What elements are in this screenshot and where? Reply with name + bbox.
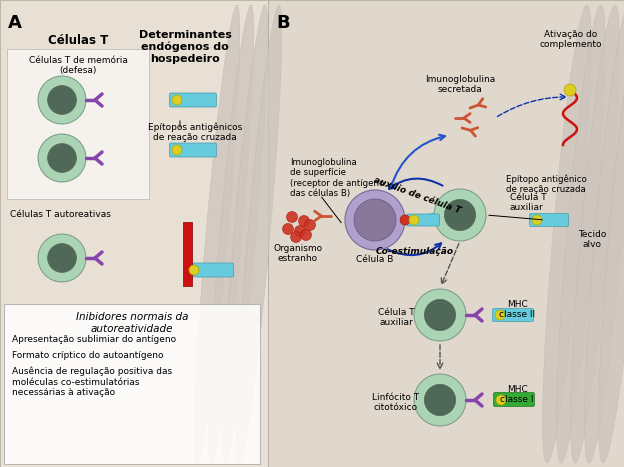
- Circle shape: [38, 134, 86, 182]
- Circle shape: [189, 265, 199, 275]
- Circle shape: [345, 190, 405, 250]
- Circle shape: [354, 199, 396, 241]
- Text: B: B: [276, 14, 290, 32]
- Text: Células T de memória
(defesa): Células T de memória (defesa): [29, 56, 127, 75]
- Circle shape: [47, 85, 76, 114]
- FancyBboxPatch shape: [7, 49, 149, 199]
- Text: MHC
classe I: MHC classe I: [500, 385, 534, 404]
- Text: Célula T
auxiliar: Célula T auxiliar: [510, 193, 547, 212]
- Circle shape: [424, 299, 456, 331]
- Circle shape: [532, 215, 542, 225]
- Text: Células T autoreativas: Células T autoreativas: [10, 210, 111, 219]
- Ellipse shape: [208, 5, 254, 463]
- Circle shape: [414, 289, 466, 341]
- Text: Epítopos antigênicos
de reação cruzada: Epítopos antigênicos de reação cruzada: [148, 122, 242, 142]
- Circle shape: [424, 384, 456, 416]
- Text: Ausência de regulação positiva das
moléculas co-estimulatórias
necessárias à ati: Ausência de regulação positiva das moléc…: [12, 367, 172, 397]
- Text: Célula B: Célula B: [356, 255, 394, 264]
- Text: Apresentação sublimiar do antígeno: Apresentação sublimiar do antígeno: [12, 335, 176, 344]
- Circle shape: [409, 215, 419, 225]
- Text: auxílio de célula T: auxílio de célula T: [372, 175, 462, 215]
- Text: A: A: [8, 14, 22, 32]
- FancyBboxPatch shape: [494, 392, 535, 406]
- Ellipse shape: [194, 5, 240, 463]
- Ellipse shape: [222, 5, 268, 463]
- Circle shape: [434, 189, 486, 241]
- Bar: [0, 0, 268, 467]
- Circle shape: [295, 226, 306, 236]
- Circle shape: [38, 234, 86, 282]
- Text: Imunoglobulina
secretada: Imunoglobulina secretada: [425, 75, 495, 94]
- Text: Imunoglobulina
de superfície
(receptor de antígeno
das células B): Imunoglobulina de superfície (receptor d…: [290, 158, 384, 198]
- Text: Determinantes
endógenos do
hospedeiro: Determinantes endógenos do hospedeiro: [139, 30, 232, 64]
- Circle shape: [298, 215, 310, 226]
- Circle shape: [564, 84, 576, 96]
- Circle shape: [496, 395, 506, 405]
- FancyBboxPatch shape: [406, 214, 439, 226]
- Bar: [183, 222, 192, 286]
- Text: Célula T
auxiliar: Célula T auxiliar: [378, 308, 414, 327]
- Text: Inibidores normais da
autoreatividade: Inibidores normais da autoreatividade: [76, 312, 188, 333]
- Circle shape: [47, 244, 76, 272]
- FancyBboxPatch shape: [170, 143, 217, 157]
- Ellipse shape: [598, 5, 624, 463]
- Ellipse shape: [543, 5, 592, 463]
- Circle shape: [47, 143, 76, 172]
- Circle shape: [495, 310, 505, 320]
- Text: MHC
classe II: MHC classe II: [499, 300, 535, 319]
- FancyBboxPatch shape: [492, 309, 534, 321]
- Text: Formato críptico do autoantígeno: Formato críptico do autoantígeno: [12, 351, 163, 360]
- Text: Ativação do
complemento: Ativação do complemento: [540, 30, 602, 50]
- Text: Linfócito T
citotóxico: Linfócito T citotóxico: [373, 393, 419, 412]
- Circle shape: [400, 215, 410, 225]
- Circle shape: [414, 374, 466, 426]
- Text: Células T: Células T: [48, 34, 108, 47]
- Ellipse shape: [557, 5, 605, 463]
- Circle shape: [172, 145, 182, 155]
- FancyBboxPatch shape: [170, 93, 217, 107]
- Text: Organismo
estranho: Organismo estranho: [273, 244, 323, 263]
- Circle shape: [286, 212, 298, 222]
- Circle shape: [38, 76, 86, 124]
- Circle shape: [283, 224, 293, 234]
- Circle shape: [301, 229, 311, 241]
- Circle shape: [291, 232, 301, 242]
- Circle shape: [444, 199, 475, 231]
- Text: Epítopo antigênico
de reação cruzada: Epítopo antigênico de reação cruzada: [505, 174, 587, 194]
- Ellipse shape: [570, 5, 620, 463]
- FancyBboxPatch shape: [530, 213, 568, 226]
- Circle shape: [172, 95, 182, 105]
- Ellipse shape: [585, 5, 624, 463]
- Ellipse shape: [236, 5, 282, 463]
- FancyBboxPatch shape: [4, 304, 260, 464]
- Text: Co-estimulação: Co-estimulação: [376, 247, 454, 256]
- Bar: [268, 0, 624, 467]
- Circle shape: [305, 219, 316, 231]
- Text: Tecido
alvo: Tecido alvo: [578, 230, 606, 249]
- FancyBboxPatch shape: [187, 263, 233, 277]
